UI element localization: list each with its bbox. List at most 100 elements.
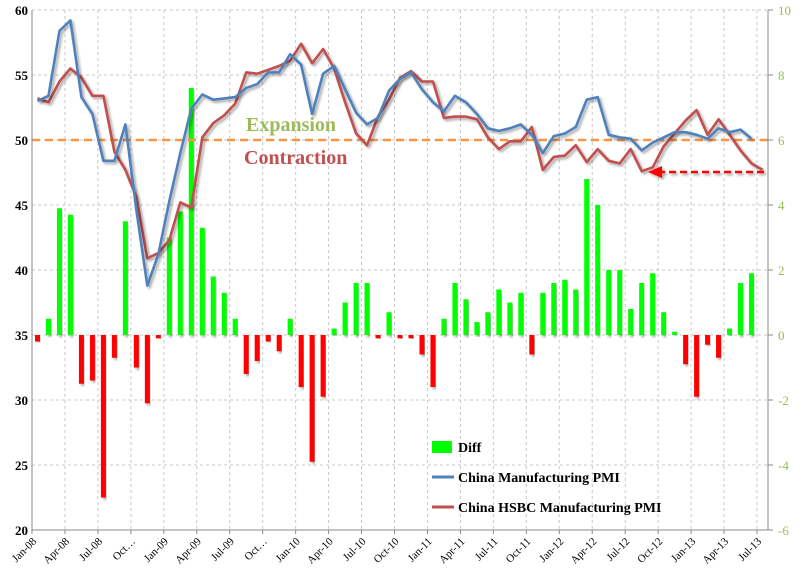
diff-bar	[276, 335, 282, 352]
diff-bar	[320, 335, 326, 397]
diff-bar	[430, 335, 436, 387]
diff-bar	[419, 335, 425, 355]
diff-bar	[34, 335, 40, 342]
x-tick-label: Jan-10	[274, 535, 304, 565]
diff-bar	[463, 299, 469, 335]
diff-bar	[331, 328, 337, 335]
diff-bar	[364, 283, 370, 335]
diff-bar	[661, 312, 667, 335]
left-tick-label: 25	[15, 458, 29, 473]
x-tick-label: Jan-11	[406, 536, 435, 565]
x-tick-label: Apr-08	[41, 535, 72, 566]
right-tick-label: 10	[778, 3, 791, 18]
right-tick-label: 6	[778, 133, 785, 148]
diff-bar	[221, 292, 227, 335]
diff-bar	[606, 270, 612, 335]
right-tick-label: 2	[778, 263, 785, 278]
x-tick-label: Oct-10	[372, 535, 402, 565]
diff-bar	[584, 179, 590, 335]
diff-bar	[298, 335, 304, 387]
diff-bar	[111, 335, 117, 358]
x-tick-label: Jul-11	[473, 536, 501, 564]
left-tick-label: 30	[15, 393, 28, 408]
diff-bar	[177, 211, 183, 335]
x-tick-label: Oct…	[110, 536, 137, 563]
left-tick-label: 50	[15, 133, 28, 148]
diff-bar	[133, 335, 139, 368]
diff-bar	[287, 318, 293, 335]
diff-bar	[254, 335, 260, 361]
arrow-head-icon	[648, 166, 662, 178]
diff-bar	[353, 283, 359, 335]
x-tick-label: Oct-12	[635, 536, 665, 566]
left-tick-label: 40	[15, 263, 28, 278]
x-tick-label: Jul-10	[341, 535, 369, 563]
diff-bar	[573, 289, 579, 335]
diff-bar	[155, 335, 161, 339]
left-tick-label: 55	[15, 68, 29, 83]
left-tick-label: 35	[15, 328, 29, 343]
diff-bar	[67, 214, 73, 335]
diff-bar	[375, 335, 381, 339]
diff-bar	[551, 283, 557, 335]
x-tick-label: Jul-13	[736, 535, 764, 563]
left-tick-label: 20	[15, 523, 28, 538]
x-tick-label: Jul-12	[604, 536, 632, 564]
red-arrow-annotation	[648, 166, 764, 178]
diff-bar	[210, 276, 216, 335]
diff-bar	[144, 335, 150, 404]
pmi-lines	[36, 19, 764, 287]
diff-bar	[166, 237, 172, 335]
x-tick-label: Jul-09	[209, 535, 237, 563]
x-tick-label: Jan-12	[537, 536, 566, 565]
right-tick-label: -2	[778, 393, 789, 408]
diff-bar	[199, 227, 205, 335]
diff-bar	[672, 331, 678, 335]
x-tick-label: Oct…	[242, 536, 269, 563]
diff-bar	[232, 318, 238, 335]
x-tick-label: Apr-11	[437, 536, 468, 567]
diff-bar	[485, 312, 491, 335]
left-tick-label: 60	[15, 3, 28, 18]
diff-bar	[562, 279, 568, 335]
legend-label-diff: Diff	[458, 441, 482, 456]
legend-label-official: China Manufacturing PMI	[458, 471, 620, 486]
x-tick-label: Apr-10	[305, 535, 336, 566]
diff-bar	[265, 335, 271, 342]
diff-bar	[518, 292, 524, 335]
diff-bar	[617, 270, 623, 335]
official-pmi-line	[36, 19, 753, 287]
diff-bar	[507, 302, 513, 335]
x-tick-label: Jul-08	[77, 535, 105, 563]
gridlines	[32, 9, 768, 530]
diff-bar	[595, 205, 601, 335]
diff-bar	[78, 335, 84, 384]
x-tick-label: Jan-08	[10, 535, 40, 565]
diff-bar	[474, 322, 480, 335]
legend-swatch-diff	[432, 441, 452, 453]
legend: Diff China Manufacturing PMI China HSBC …	[432, 441, 661, 516]
diff-bar	[56, 208, 62, 335]
right-tick-label: 4	[778, 198, 785, 213]
diff-bar	[89, 335, 95, 381]
diff-bar	[397, 335, 403, 339]
diff-bar	[188, 88, 194, 335]
legend-label-hsbc: China HSBC Manufacturing PMI	[458, 501, 661, 516]
diff-bar	[738, 283, 744, 335]
diff-bar	[540, 292, 546, 335]
diff-bar	[650, 273, 656, 335]
x-tick-label: Jan-09	[142, 535, 172, 565]
diff-bar	[749, 273, 755, 335]
diff-bar	[694, 335, 700, 397]
diff-bar	[716, 335, 722, 358]
diff-bar	[639, 283, 645, 335]
diff-bar	[122, 221, 128, 335]
x-tick-label: Apr-09	[173, 535, 204, 566]
diff-bar	[100, 335, 106, 498]
diff-bar	[243, 335, 249, 374]
diff-bar	[727, 328, 733, 335]
x-tick-label: Oct-11	[504, 536, 534, 566]
diff-bar	[342, 302, 348, 335]
diff-bar	[386, 312, 392, 335]
